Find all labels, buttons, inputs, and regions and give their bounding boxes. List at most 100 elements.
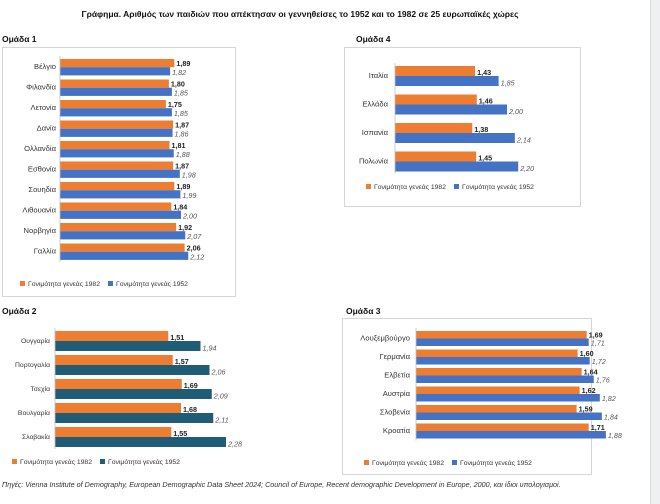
category-label: Εσθονία <box>28 165 57 174</box>
bar-1952 <box>60 108 172 117</box>
data-label-1982: 1,87 <box>175 162 189 171</box>
bar-1952 <box>416 375 594 383</box>
category-label: Πορτογαλία <box>15 361 50 369</box>
page-scroll-edge <box>650 0 660 504</box>
bar-1952 <box>55 341 201 351</box>
data-label-1982: 1,59 <box>579 404 593 413</box>
bar-1982 <box>416 331 587 339</box>
data-label-1982: 1,69 <box>589 330 603 339</box>
data-label-1952: 2,07 <box>186 232 202 241</box>
bar-1982 <box>60 182 175 191</box>
legend-swatch-1982 <box>366 184 371 189</box>
bar-1982 <box>60 100 166 109</box>
category-label: Βουλγαρία <box>18 409 50 417</box>
bar-1982 <box>416 368 582 376</box>
bar-1952 <box>416 431 606 439</box>
data-label-1982: 1,89 <box>176 182 190 191</box>
bar-1982 <box>416 349 578 357</box>
data-label-1982: 1,87 <box>175 121 189 130</box>
bar-1952 <box>60 251 189 260</box>
bar-1982 <box>55 331 169 341</box>
data-label-1952: 1,85 <box>174 88 189 97</box>
bar-1982 <box>60 141 170 150</box>
bar-1982 <box>55 403 181 413</box>
data-label-1982: 1,51 <box>170 333 184 342</box>
data-label-1982: 1,43 <box>477 68 491 77</box>
bar-1952 <box>395 161 519 172</box>
bar-1952 <box>60 87 172 96</box>
category-label: Ελλάδα <box>362 100 388 109</box>
bar-1952 <box>416 357 590 365</box>
bar-1952 <box>416 412 602 420</box>
legend-label-1952: Γονιμότητα γενεάς 1952 <box>460 459 532 467</box>
data-label-1982: 1,57 <box>175 357 189 366</box>
legend-label-1982: Γονιμότητα γενεάς 1982 <box>372 459 444 467</box>
category-label: Ολλανδία <box>24 144 56 153</box>
data-label-1952: 2,09 <box>213 392 228 401</box>
category-label: Ισπανία <box>362 128 389 137</box>
bar-1952 <box>55 389 212 399</box>
data-label-1952: 1,71 <box>591 339 605 348</box>
data-label-1982: 1,69 <box>184 381 198 390</box>
category-label: Λουξεμβούργο <box>360 334 410 343</box>
data-label-1952: 1,98 <box>182 170 196 179</box>
bar-1982 <box>60 223 177 232</box>
data-label-1952: 1,99 <box>182 191 196 200</box>
data-label-1982: 1,45 <box>478 153 492 162</box>
legend-label-1952: Γονιμότητα γενεάς 1952 <box>462 183 534 191</box>
bar-1952 <box>416 394 600 402</box>
source-note: Πηγές: Vienna Institute of Demography, E… <box>2 480 561 489</box>
data-label-1952: 1,84 <box>604 413 618 422</box>
data-label-1982: 1,60 <box>580 349 594 358</box>
data-label-1952: 1,88 <box>608 431 622 440</box>
legend-label-1952: Γονιμότητα γενεάς 1952 <box>116 280 188 288</box>
legend-swatch-1982 <box>364 460 369 465</box>
chart-main-title: Γράφημα. Αριθμός των παιδιών που απέκτησ… <box>81 9 519 19</box>
legend-label-1982: Γονιμότητα γενεάς 1982 <box>28 280 100 288</box>
bar-1982 <box>55 427 172 437</box>
data-label-1952: 1,85 <box>501 79 516 88</box>
bar-1952 <box>416 338 589 346</box>
data-label-1952: 1,72 <box>592 357 606 366</box>
group-4-label: Ομάδα 4 <box>356 34 391 44</box>
category-label: Νορβηγία <box>24 226 57 235</box>
data-label-1982: 1,89 <box>176 59 190 68</box>
legend-swatch-1952 <box>451 460 457 465</box>
bar-1952 <box>60 210 181 219</box>
bar-1982 <box>416 423 589 431</box>
bar-1982 <box>395 94 477 105</box>
bar-1952 <box>60 149 174 158</box>
data-label-1982: 1,80 <box>171 80 185 89</box>
data-label-1952: 2,14 <box>516 136 531 145</box>
bar-1982 <box>60 120 174 129</box>
category-label: Φιλανδία <box>26 83 57 92</box>
bar-1952 <box>60 231 186 240</box>
bar-1982 <box>416 386 580 394</box>
data-label-1952: 2,00 <box>182 211 197 220</box>
category-label: Ελβετία <box>384 371 410 380</box>
data-label-1952: 1,85 <box>174 109 189 118</box>
legend-label-1982: Γονιμότητα γενεάς 1982 <box>20 458 92 466</box>
data-label-1952: 1,82 <box>602 394 616 403</box>
data-label-1982: 1,46 <box>479 96 493 105</box>
legend-label-1982: Γονιμότητα γενεάς 1982 <box>374 183 446 191</box>
bar-1982 <box>395 123 473 133</box>
data-label-1982: 1,75 <box>168 100 182 109</box>
legend-swatch-1952 <box>107 281 113 286</box>
bar-1952 <box>60 190 181 199</box>
bar-1952 <box>55 365 210 375</box>
bar-1952 <box>395 104 507 115</box>
legend-swatch-1952 <box>99 459 105 464</box>
bar-1982 <box>60 202 172 211</box>
data-label-1982: 1,84 <box>173 203 187 212</box>
data-label-1982: 1,71 <box>591 423 605 432</box>
data-label-1952: 1,88 <box>176 150 190 159</box>
group-2-label: Ομάδα 2 <box>2 306 37 316</box>
bar-1982 <box>395 66 476 76</box>
data-label-1982: 1,92 <box>178 223 192 232</box>
category-label: Σλοβακία <box>22 433 50 441</box>
bar-1952 <box>60 128 173 137</box>
category-label: Βέλγιο <box>34 62 56 71</box>
bar-1952 <box>60 169 180 178</box>
